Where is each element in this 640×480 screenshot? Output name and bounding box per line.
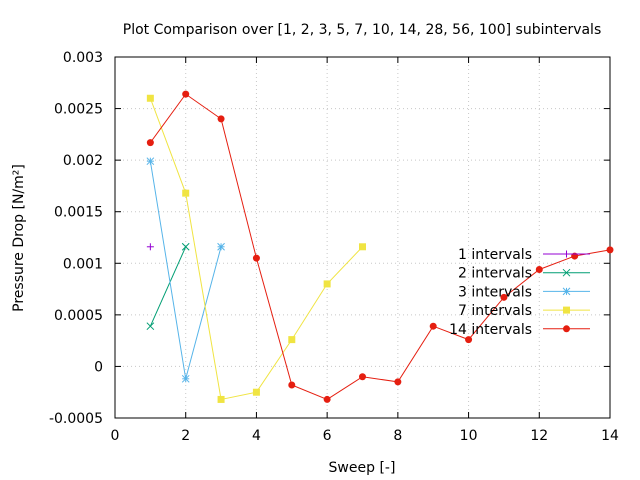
legend-entry: 3 intervals [458, 284, 590, 300]
x-tick-label: 4 [252, 428, 261, 444]
legend-label: 14 intervals [449, 322, 532, 338]
legend-label: 3 intervals [458, 284, 532, 300]
data-point [252, 254, 260, 262]
data-point [535, 265, 543, 273]
y-tick-label: 0.0005 [54, 308, 103, 324]
grid-lines [115, 57, 610, 418]
data-point [252, 388, 260, 396]
y-tick-label: 0 [94, 359, 103, 375]
data-point [217, 242, 225, 251]
y-axis-ticks: -0.0005 0 0.0005 0.001 0.0015 0.002 0.0025 0.00… [49, 50, 610, 427]
series-1 [146, 243, 154, 251]
y-tick-label: 0.001 [63, 256, 103, 272]
data-point [182, 189, 190, 197]
series-4 [146, 94, 366, 403]
data-point [394, 378, 402, 386]
data-point [146, 322, 155, 331]
legend-entry: 7 intervals [458, 303, 590, 319]
x-tick-label: 12 [530, 428, 548, 444]
data-point [323, 280, 331, 288]
data-point [146, 139, 154, 147]
series-5 [146, 90, 614, 403]
data-point [181, 374, 190, 383]
y-tick-label: 0.0015 [54, 205, 103, 221]
chart-title: Plot Comparison over [1, 2, 3, 5, 7, 10,… [123, 22, 602, 38]
legend-entry: 14 intervals [449, 322, 590, 338]
x-tick-label: 10 [460, 428, 478, 444]
legend-label: 7 intervals [458, 303, 532, 319]
data-point [465, 336, 473, 344]
data-point [288, 336, 296, 344]
y-tick-label: 0.0025 [54, 102, 103, 118]
data-series [146, 90, 614, 403]
plot-frame [114, 56, 611, 419]
series-line [149, 246, 187, 327]
x-axis-label: Sweep [-] [329, 460, 396, 476]
x-tick-label: 6 [323, 428, 332, 444]
data-point [359, 373, 366, 381]
data-point [181, 242, 190, 251]
x-tick-label: 0 [111, 428, 120, 444]
data-point [288, 381, 296, 389]
data-point [323, 395, 331, 403]
x-tick-label: 8 [393, 428, 402, 444]
x-tick-label: 2 [181, 428, 190, 444]
series-3 [146, 157, 225, 383]
x-axis-ticks: 0 2 4 6 8 10 12 14 [111, 57, 619, 444]
data-point [217, 395, 225, 403]
data-point [217, 115, 225, 123]
data-point [500, 293, 508, 301]
y-axis-label: Pressure Drop [N/m²] [11, 164, 27, 312]
y-tick-label: 0.002 [63, 153, 103, 169]
data-point [182, 90, 190, 98]
data-point [606, 246, 614, 254]
data-point [429, 322, 437, 330]
legend-marker [563, 250, 570, 258]
legend-entry: 1 intervals [458, 247, 590, 263]
data-point [146, 94, 154, 102]
legend-marker [562, 287, 571, 296]
x-tick-label: 14 [601, 428, 619, 444]
data-point [146, 157, 155, 166]
y-tick-label: 0.003 [63, 50, 103, 66]
y-tick-label: -0.0005 [49, 411, 103, 427]
legend-marker [562, 268, 571, 277]
data-point [359, 243, 366, 251]
legend: 1 intervals 2 intervals 3 intervals 7 inter… [449, 247, 590, 338]
legend-marker [563, 306, 570, 314]
legend-entry: 2 intervals [458, 266, 590, 282]
series-line [149, 93, 611, 400]
legend-marker [563, 325, 570, 333]
legend-label: 1 intervals [458, 247, 532, 263]
legend-label: 2 intervals [458, 266, 532, 282]
series-2 [146, 242, 190, 331]
data-point [146, 243, 154, 251]
